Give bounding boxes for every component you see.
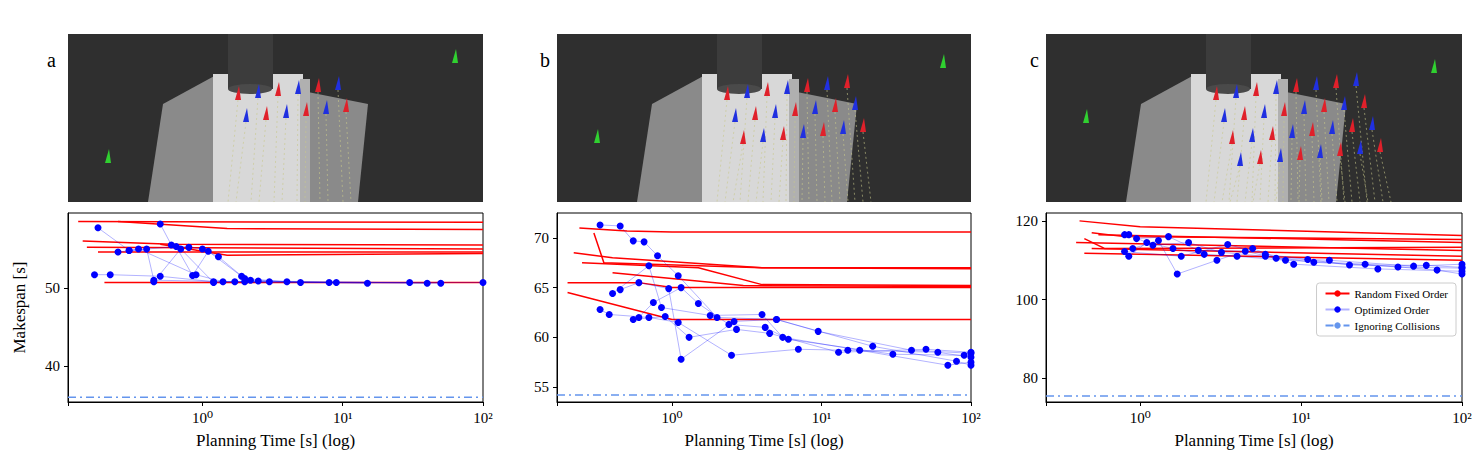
svg-text:Planning Time [s] (log): Planning Time [s] (log) [1174, 431, 1333, 450]
svg-text:Random Fixed Order: Random Fixed Order [1355, 288, 1449, 300]
svg-text:120: 120 [1016, 213, 1039, 229]
svg-text:60: 60 [534, 329, 549, 345]
svg-text:80: 80 [1023, 370, 1038, 386]
svg-text:55: 55 [534, 379, 549, 395]
svg-text:c: c [1030, 49, 1039, 71]
svg-text:10²: 10² [473, 410, 493, 426]
svg-text:10⁰: 10⁰ [1130, 410, 1151, 426]
svg-text:10¹: 10¹ [1291, 410, 1311, 426]
svg-text:50: 50 [45, 280, 60, 296]
svg-text:65: 65 [534, 280, 549, 296]
svg-text:40: 40 [45, 358, 60, 374]
svg-text:Planning Time [s] (log): Planning Time [s] (log) [684, 431, 843, 450]
svg-text:10¹: 10¹ [812, 410, 832, 426]
svg-text:Makespan [s]: Makespan [s] [10, 261, 29, 353]
svg-text:10⁰: 10⁰ [662, 410, 683, 426]
svg-text:10¹: 10¹ [333, 410, 353, 426]
svg-text:10⁰: 10⁰ [192, 410, 213, 426]
svg-text:b: b [540, 49, 550, 71]
svg-text:Ignoring Collisions: Ignoring Collisions [1355, 320, 1440, 332]
svg-text:10²: 10² [1452, 410, 1472, 426]
svg-text:10²: 10² [961, 410, 981, 426]
svg-text:a: a [47, 49, 56, 71]
svg-text:70: 70 [534, 230, 549, 246]
svg-text:Optimized Order: Optimized Order [1355, 304, 1430, 316]
svg-text:Planning Time [s] (log): Planning Time [s] (log) [196, 431, 355, 450]
svg-text:100: 100 [1016, 292, 1039, 308]
